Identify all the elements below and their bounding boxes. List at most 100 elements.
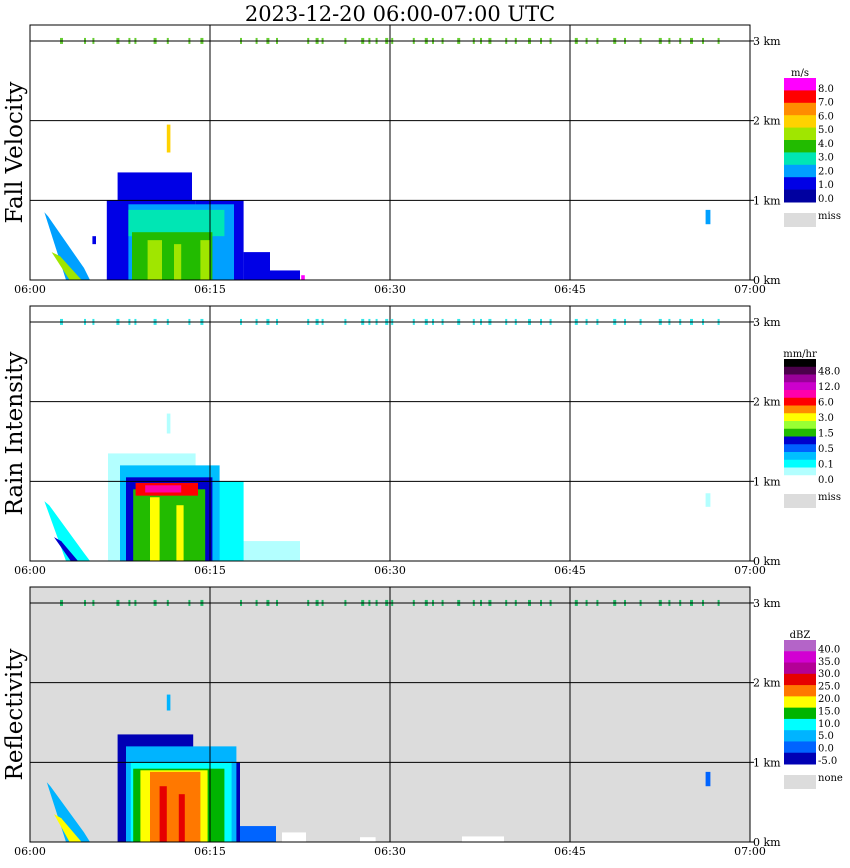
legend-swatch	[784, 459, 816, 468]
height-tick-label: 3 km	[753, 316, 781, 329]
panel-title: Fall Velocity	[2, 82, 28, 224]
legend-swatch	[784, 730, 816, 742]
legend-swatch	[784, 696, 816, 709]
echo-cell	[176, 505, 184, 561]
echo-cell	[705, 771, 711, 787]
height-tick-label: 2 km	[753, 396, 781, 409]
legend-swatch	[784, 90, 816, 104]
legend-label: 0.0	[818, 194, 834, 205]
height-tick-label: 1 km	[753, 475, 781, 488]
legend-swatch	[784, 397, 816, 406]
panel-1: 0 km 1 km 2 km 3 km 06:00 06:15 06:30 06:45 07:0…	[2, 305, 841, 577]
panel-title: Rain Intensity	[2, 351, 28, 515]
legend-units: mm/hr	[783, 349, 817, 360]
legend-label: 5.0	[818, 125, 834, 136]
echo-cell	[243, 252, 270, 280]
legend-label: 1.0	[818, 180, 834, 191]
echo-cell	[128, 209, 225, 237]
legend-label: 8.0	[818, 84, 834, 95]
echo-cell	[44, 212, 90, 280]
legend-swatch	[784, 421, 816, 430]
time-tick-label: 06:15	[194, 845, 226, 858]
echo-cell	[166, 413, 171, 434]
legend-missing-swatch	[784, 494, 816, 508]
time-tick-label: 07:00	[734, 564, 766, 577]
time-tick-label: 06:15	[194, 564, 226, 577]
echo-cell	[200, 240, 210, 280]
legend-label: 48.0	[818, 367, 840, 378]
time-tick-label: 06:00	[14, 845, 46, 858]
legend-label: 25.0	[818, 682, 840, 693]
legend-swatch	[784, 405, 816, 414]
echo-cell	[159, 786, 167, 842]
legend-swatch	[784, 475, 816, 484]
figure-title: 2023-12-20 06:00-07:00 UTC	[245, 2, 555, 26]
echo-cell	[240, 826, 276, 842]
legend-label: 12.0	[818, 382, 840, 393]
height-tick-label: 0 km	[753, 836, 781, 849]
time-tick-label: 07:00	[734, 283, 766, 296]
legend-swatch	[784, 78, 816, 91]
legend-swatch	[784, 189, 816, 203]
time-tick-label: 06:00	[14, 283, 46, 296]
legend-units: dBZ	[790, 630, 811, 641]
echo-cell	[51, 252, 82, 280]
echo-cell	[145, 485, 182, 493]
echo-cell	[54, 814, 82, 842]
echo-cell	[178, 794, 185, 842]
legend-swatch	[784, 707, 816, 720]
echo-cell	[46, 782, 90, 842]
legend-missing-swatch	[784, 775, 816, 789]
legend-label: 20.0	[818, 694, 840, 705]
legend-missing-swatch	[784, 213, 816, 227]
legend-swatch	[784, 718, 816, 731]
time-tick-label: 06:30	[374, 845, 406, 858]
panel-0: 0 km 1 km 2 km 3 km 06:00 06:15 06:30 06:45 07:0…	[2, 24, 841, 296]
legend-label: 0.0	[818, 744, 834, 755]
echo-cell	[705, 209, 711, 225]
height-tick-label: 3 km	[753, 35, 781, 48]
height-tick-label: 0 km	[753, 555, 781, 568]
echo-cell	[133, 489, 206, 561]
legend-swatch	[784, 651, 816, 664]
echo-cell	[132, 232, 213, 280]
time-tick-label: 06:45	[554, 564, 586, 577]
legend-label: -5.0	[818, 756, 837, 767]
legend-swatch	[784, 390, 816, 399]
legend-label: 0.0	[818, 475, 834, 486]
legend-swatch	[784, 741, 816, 754]
time-tick-label: 07:00	[734, 845, 766, 858]
legend-swatch	[784, 152, 816, 166]
legend-label: 3.0	[818, 413, 834, 424]
legend-swatch	[784, 366, 816, 375]
legend-swatch	[784, 428, 816, 437]
echo-cell	[92, 236, 96, 245]
legend-swatch	[784, 436, 816, 445]
height-tick-label: 1 km	[753, 194, 781, 207]
legend-label: 15.0	[818, 706, 840, 717]
plot-frame	[29, 305, 751, 562]
echo-cell	[54, 537, 78, 561]
legend-swatch	[784, 374, 816, 383]
legend-swatch	[784, 164, 816, 178]
echo-cell	[705, 493, 711, 507]
time-tick-label: 06:30	[374, 564, 406, 577]
echo-cell	[147, 240, 162, 280]
legend-units: m/s	[791, 68, 809, 79]
legend-swatch	[784, 640, 816, 652]
legend-swatch	[784, 467, 816, 476]
echo-cell	[360, 837, 376, 842]
panels: 0 km 1 km 2 km 3 km 06:00 06:15 06:30 06:45 07:0…	[2, 24, 843, 858]
legend-swatch	[784, 127, 816, 141]
legend-label: 0.5	[818, 444, 834, 455]
echo-cell	[117, 172, 192, 201]
panel-2: 0 km 1 km 2 km 3 km 06:00 06:15 06:30 06:45 07:0…	[2, 586, 843, 858]
plot-frame	[29, 586, 751, 843]
time-tick-label: 06:15	[194, 283, 226, 296]
legend-swatch	[784, 382, 816, 391]
height-tick-label: 2 km	[753, 677, 781, 690]
echo-cell	[282, 832, 306, 842]
legend-swatch	[784, 102, 816, 116]
height-tick-label: 3 km	[753, 597, 781, 610]
